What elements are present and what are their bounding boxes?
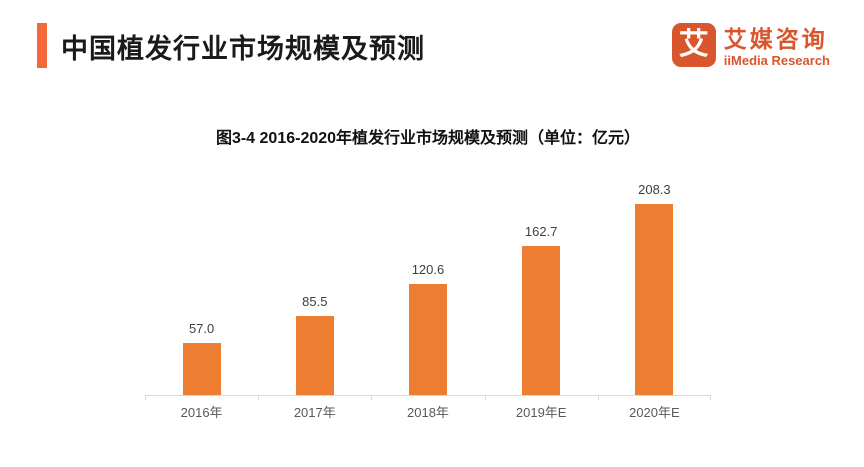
x-axis-tick: [597, 395, 599, 400]
bar-group: 208.3: [598, 170, 711, 395]
bar-value-label: 57.0: [188, 321, 215, 336]
x-axis-tick: [258, 395, 260, 400]
header-accent-bar: [37, 23, 47, 68]
x-axis-tick-label: 2016年: [180, 405, 223, 420]
bar-value-label: 208.3: [638, 182, 671, 197]
logo-name-en: iiMedia Research: [723, 52, 830, 68]
x-axis-tick-label: 2020年E: [629, 405, 680, 420]
bar-chart-plot: 57.0 85.5 120.6 162.7 208.3: [145, 170, 711, 400]
bar-group: 162.7: [485, 170, 598, 395]
x-axis-tick: [145, 395, 146, 400]
x-axis-tick-label: 2017年: [293, 405, 336, 420]
bar: [522, 246, 561, 395]
chart-title: 图3-4 2016-2020年植发行业市场规模及预测（单位：亿元）: [215, 130, 641, 147]
bar-group: 120.6: [371, 170, 484, 395]
bar: [295, 316, 334, 395]
x-axis-tick: [484, 395, 486, 400]
bar-group: 85.5: [258, 170, 371, 395]
x-axis-tick: [710, 395, 711, 400]
imedia-logo-icon: 艾: [671, 23, 716, 67]
imedia-logo: 艾 艾媒咨询 iiMedia Research: [671, 23, 830, 68]
bar-value-label: 162.7: [524, 224, 558, 239]
x-axis-tick-label: 2018年: [407, 405, 449, 420]
x-axis-tick-label: 2019年E: [515, 405, 567, 420]
logo-text: 艾媒咨询 iiMedia Research: [724, 23, 830, 68]
logo-name-cn: 艾媒咨询: [723, 26, 828, 52]
bar: [635, 204, 674, 395]
x-axis-tick: [371, 395, 373, 400]
bar-value-label: 85.5: [302, 294, 328, 309]
page-title: 中国植发行业市场规模及预测: [61, 34, 425, 64]
x-axis-labels: 2016年 2017年 2018年 2019年E 2020年E: [145, 402, 711, 420]
x-axis-line: [145, 395, 711, 396]
bar: [408, 284, 447, 395]
bar: [182, 343, 221, 395]
bar-value-label: 120.6: [411, 262, 445, 277]
bar-group: 57.0: [145, 170, 258, 395]
